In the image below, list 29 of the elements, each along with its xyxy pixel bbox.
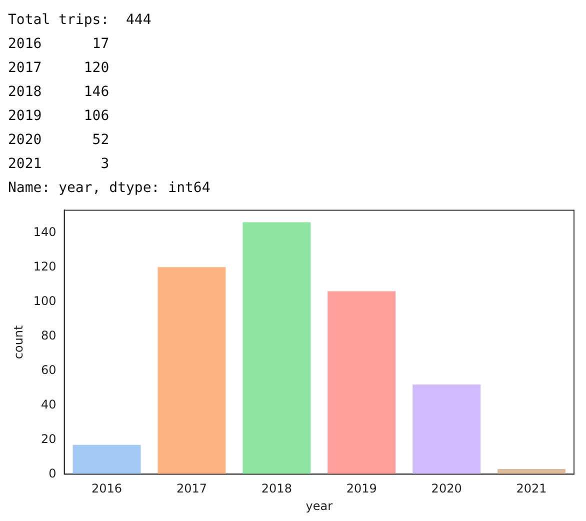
text: 2016 17 — [8, 35, 110, 54]
x-tick-label: 2020 — [431, 482, 462, 496]
bar — [412, 384, 481, 474]
text: 2019 106 — [8, 107, 110, 126]
y-tick-label: 80 — [41, 328, 56, 342]
y-tick-label: 60 — [41, 362, 56, 377]
x-tick-label: 2018 — [261, 482, 292, 496]
y-tick-label: 40 — [41, 397, 56, 412]
bar — [242, 222, 311, 474]
text: Name: year, dtype: int64 — [8, 179, 212, 198]
bar — [328, 291, 396, 474]
y-tick-label: 20 — [41, 432, 56, 446]
text: 2020 52 — [8, 131, 110, 150]
bar — [158, 267, 226, 474]
y-axis-title: count — [11, 324, 26, 360]
text: 2018 146 — [8, 83, 110, 102]
x-tick-label: 2019 — [346, 482, 377, 496]
x-tick-label: 2021 — [516, 482, 547, 496]
x-axis-title: year — [306, 498, 333, 513]
x-tick-label: 2016 — [92, 482, 122, 496]
y-tick-label: 100 — [33, 294, 56, 308]
text: 2021 3 — [8, 155, 110, 174]
text: Total trips: 444 — [8, 11, 152, 30]
y-tick-label: 140 — [33, 224, 56, 239]
text: 2017 120 — [8, 59, 110, 78]
bar — [72, 444, 141, 474]
y-tick-label: 0 — [48, 466, 56, 480]
x-tick-label: 2017 — [176, 482, 207, 496]
y-tick-label: 120 — [33, 259, 56, 274]
